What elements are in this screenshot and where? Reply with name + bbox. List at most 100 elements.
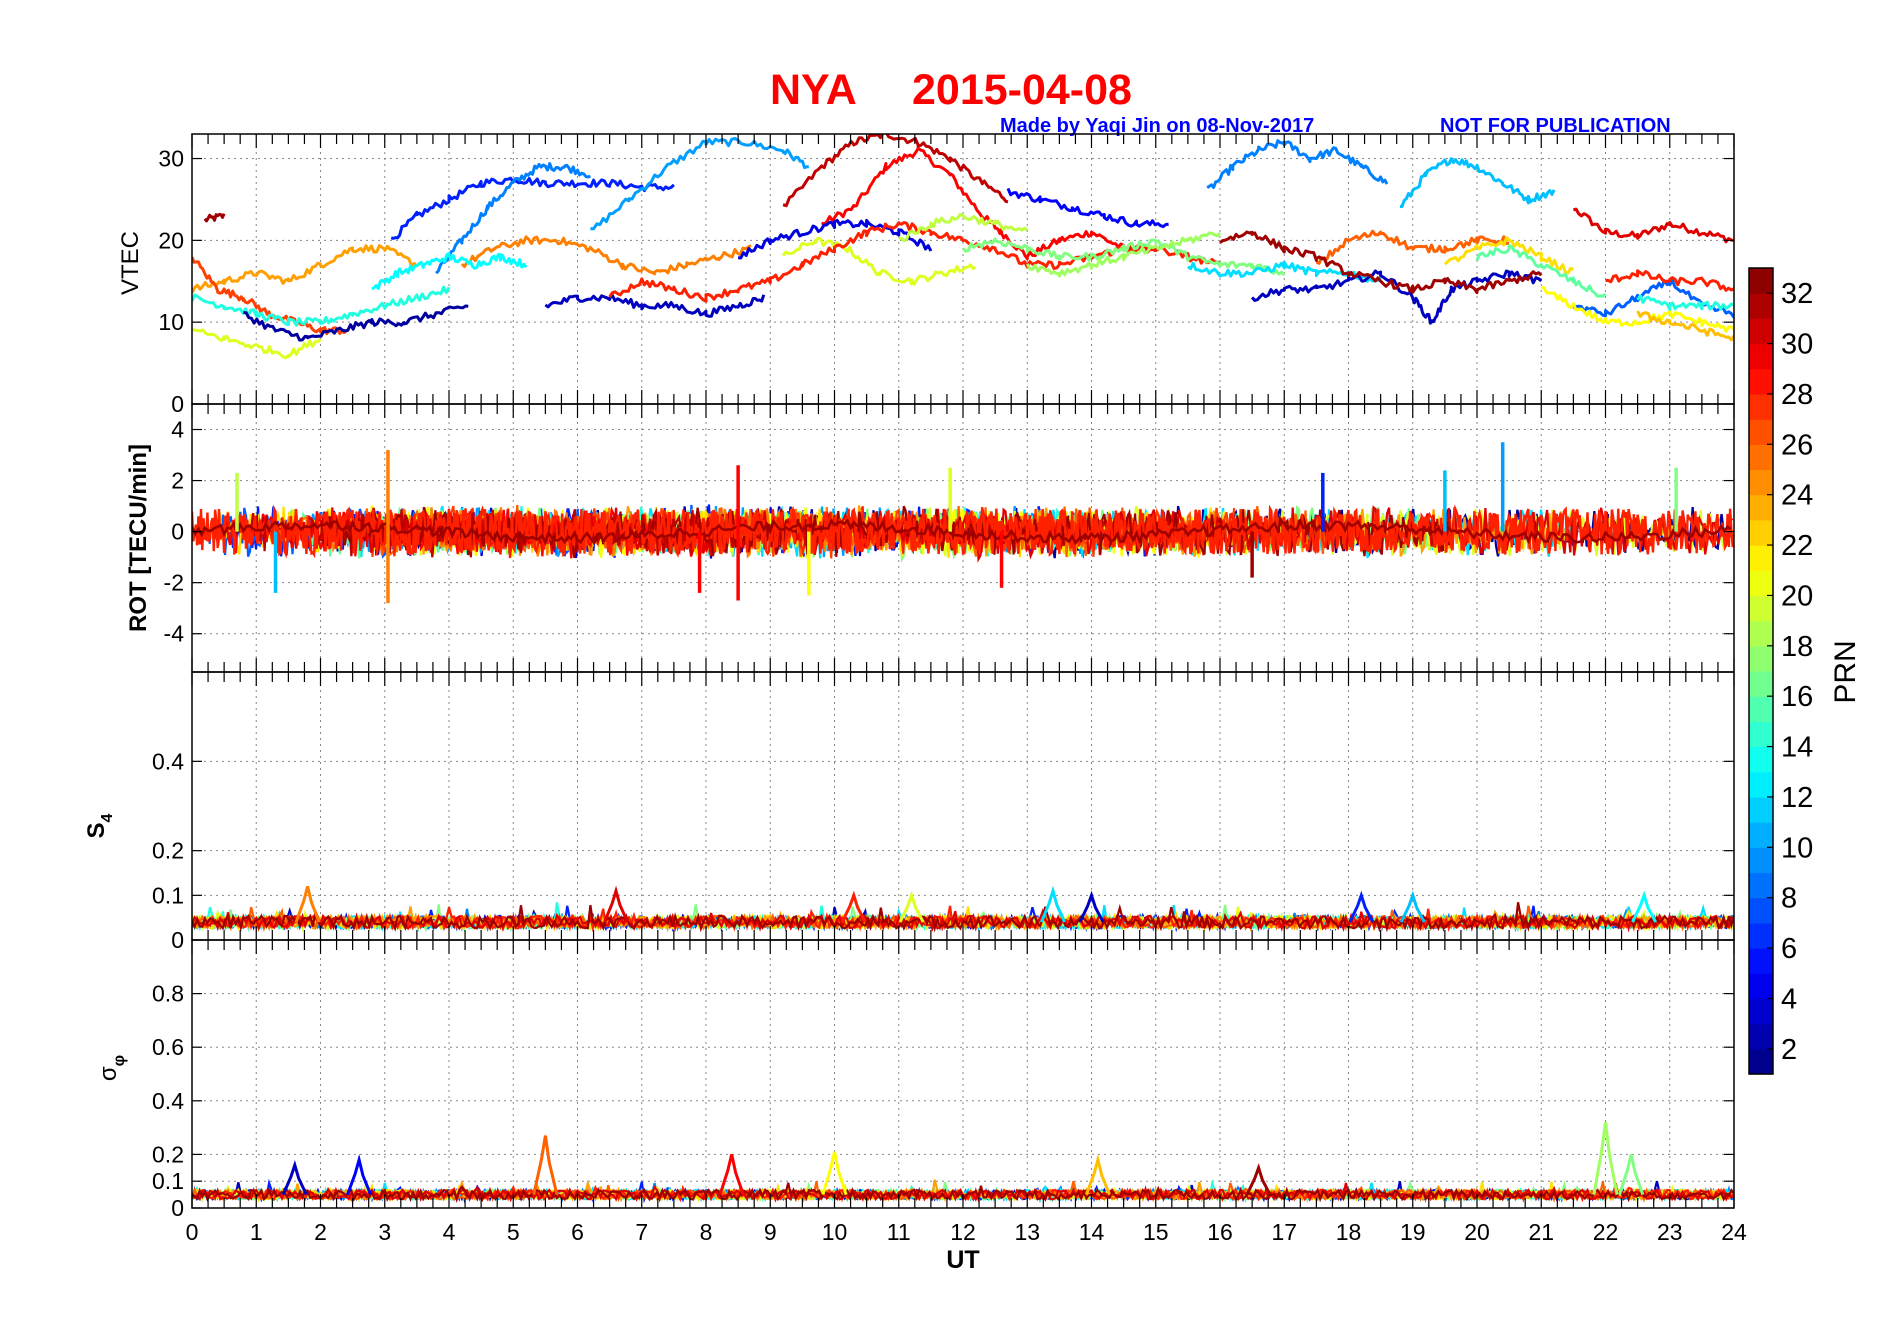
rot-series-line — [192, 504, 1734, 559]
peak-sigma_phi — [1592, 1122, 1619, 1195]
x-tick-label: 18 — [1336, 1219, 1362, 1245]
x-tick-label: 4 — [443, 1219, 456, 1245]
vtec-series-line — [460, 235, 752, 276]
y-tick-label: 4 — [171, 417, 184, 443]
colorbar-tick-label: 28 — [1781, 379, 1813, 411]
x-tick-label: 14 — [1079, 1219, 1105, 1245]
x-tick-label: 0 — [186, 1219, 199, 1245]
colorbar-swatch — [1749, 419, 1773, 445]
y-axis-label-sub: 4 — [99, 813, 116, 822]
colorbar-swatch — [1749, 721, 1773, 748]
y-tick-label: 0.8 — [152, 981, 184, 1007]
colorbar-tick-label: 32 — [1781, 278, 1813, 310]
y-tick-label: 0 — [171, 519, 184, 545]
y-tick-label: 0.6 — [152, 1034, 184, 1060]
colorbar-swatch — [1749, 796, 1773, 823]
y-tick-label: 0.4 — [152, 1088, 184, 1114]
y-axis-label: S4 — [83, 813, 116, 838]
vtec-series-line — [737, 218, 933, 260]
vtec-series-line — [1315, 229, 1510, 265]
y-tick-label: 0.1 — [152, 882, 184, 908]
peak-s4 — [603, 885, 629, 923]
colorbar-swatches — [1749, 268, 1773, 1075]
x-tick-label: 9 — [764, 1219, 777, 1245]
colorbar-swatch — [1749, 847, 1773, 874]
peak-s4 — [1078, 890, 1105, 923]
peak-sigma_phi — [346, 1153, 372, 1196]
peak-s4 — [1348, 890, 1375, 923]
vtec-series-line — [1605, 269, 1734, 292]
colorbar-swatch — [1749, 444, 1773, 471]
colorbar-swatch — [1749, 620, 1773, 647]
vtec-series-line — [1399, 157, 1556, 209]
colorbar-swatch — [1749, 545, 1773, 571]
peak-s4 — [898, 890, 925, 923]
x-tick-label: 11 — [887, 1219, 911, 1245]
vtec-series-line — [1206, 139, 1389, 189]
x-tick-label: 10 — [822, 1219, 848, 1245]
data-layer — [192, 442, 1734, 604]
vtec-series-line — [782, 134, 1009, 208]
x-tick-label: 22 — [1593, 1219, 1619, 1245]
peak-s4 — [294, 886, 321, 923]
series-line-s4 — [192, 902, 1734, 933]
y-tick-label: 2 — [171, 468, 184, 494]
peak-sigma_phi — [281, 1160, 308, 1196]
panel-rot: -4 -2 0 2 4 ROT [TECU/min] — [125, 403, 1735, 673]
y-tick-label: -2 — [164, 570, 184, 596]
peak-sigma_phi — [1245, 1163, 1272, 1196]
vtec-series-line — [898, 212, 1029, 243]
colorbar-swatch — [1749, 1023, 1773, 1050]
colorbar-swatch — [1749, 948, 1773, 974]
colorbar-swatch — [1749, 318, 1773, 345]
colorbar-tick-label: 2 — [1781, 1034, 1797, 1066]
y-tick-label: -4 — [164, 621, 185, 647]
notice-text: NOT FOR PUBLICATION — [1440, 115, 1671, 137]
peak-s4 — [840, 890, 867, 923]
colorbar-swatch — [1749, 771, 1773, 798]
vtec-series-line — [243, 304, 469, 342]
colorbar-swatch — [1749, 268, 1773, 294]
x-tick-label: 23 — [1657, 1219, 1683, 1245]
y-tick-label: 0.1 — [152, 1168, 184, 1194]
chart-title-station: NYA — [770, 66, 857, 114]
x-tick-label: 20 — [1464, 1219, 1490, 1245]
colorbar-tick-label: 8 — [1781, 883, 1797, 915]
colorbar-swatch — [1749, 519, 1773, 546]
x-tick-label: 12 — [950, 1219, 976, 1245]
x-axis-label: UT — [946, 1246, 979, 1274]
y-tick-label: 0.2 — [152, 838, 184, 864]
vtec-series-line — [1025, 231, 1222, 278]
colorbar-swatch — [1749, 973, 1773, 1000]
colorbar-tick-label: 6 — [1781, 933, 1797, 965]
colorbar-tick-label: 26 — [1781, 429, 1813, 461]
colorbar-tick-label: 30 — [1781, 329, 1813, 361]
vtec-series-line — [608, 221, 1221, 303]
panel-s4: 0 0.1 0.2 0.4 S4 — [83, 671, 1735, 953]
colorbar-swatch — [1749, 393, 1773, 420]
colorbar-swatch — [1749, 696, 1773, 722]
y-tick-label: 30 — [158, 146, 184, 172]
peak-sigma_phi — [821, 1151, 848, 1196]
x-tick-label: 16 — [1207, 1219, 1233, 1245]
y-axis-label-main: S — [83, 822, 110, 838]
colorbar-swatch — [1749, 469, 1773, 496]
y-axis-label: σφ — [95, 1055, 128, 1081]
y-tick-label: 0 — [171, 1195, 184, 1221]
rot-series-line — [192, 517, 1732, 546]
peak-s4 — [1040, 885, 1066, 923]
y-tick-label: 0.4 — [152, 748, 184, 774]
x-tick-label: 3 — [378, 1219, 391, 1245]
x-tick-label: 17 — [1271, 1219, 1297, 1245]
vtec-series-line — [192, 285, 451, 327]
colorbar-swatch — [1749, 897, 1773, 924]
chart-title-date: 2015-04-08 — [912, 66, 1132, 114]
vtec-series-line — [1572, 207, 1734, 244]
vtec-series-line — [1540, 285, 1734, 333]
colorbar-frame — [1748, 267, 1774, 1075]
